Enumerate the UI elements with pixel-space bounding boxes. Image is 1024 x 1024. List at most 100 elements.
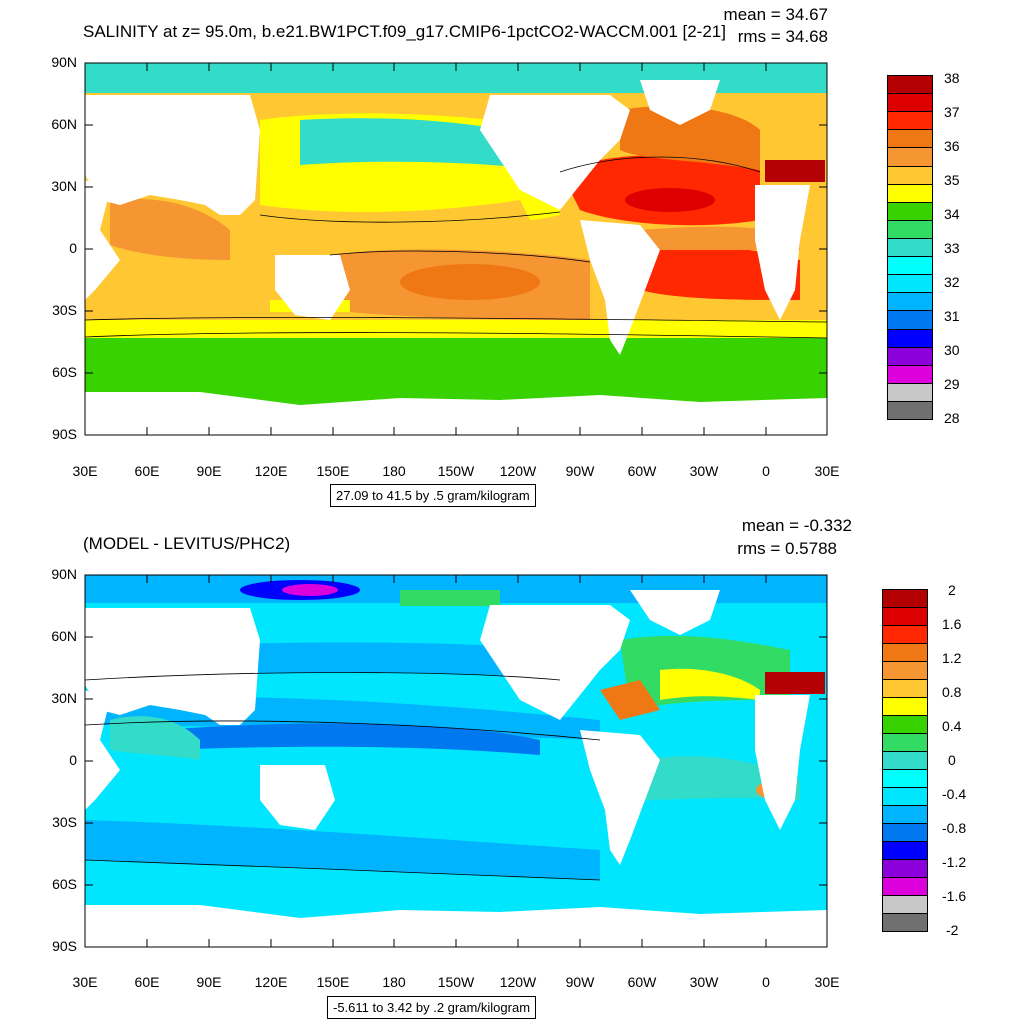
colorbar-swatch — [888, 238, 932, 258]
panel1-ticks — [84, 62, 828, 436]
panel1-lat-30s: 30S — [52, 302, 77, 318]
panel1-colorbar-label: 33 — [944, 240, 960, 256]
panel2-lon-label: 90E — [196, 974, 222, 990]
panel2-mean: mean = -0.332 — [741, 516, 852, 535]
colorbar-swatch — [883, 662, 927, 680]
panel2-lon-label: 30E — [814, 974, 840, 990]
colorbar-swatch — [883, 824, 927, 842]
panel2-colorbar — [882, 589, 928, 932]
colorbar-swatch — [888, 148, 932, 167]
colorbar-swatch — [883, 788, 927, 806]
panel2-colorbar-label: 1.6 — [942, 616, 962, 632]
panel1-colorbar — [887, 75, 933, 420]
colorbar-swatch — [888, 112, 932, 131]
panel2-lon-label: 150E — [316, 974, 350, 990]
panel1-ocean-field — [85, 63, 827, 435]
panel1-lat-60s: 60S — [52, 364, 77, 380]
panel1-colorbar-label: 36 — [944, 138, 960, 154]
panel2-title: (MODEL - LEVITUS/PHC2) — [83, 534, 291, 553]
panel2-colorbar-label: 0.8 — [942, 684, 962, 700]
panel2-colorbar-label: 2 — [948, 582, 956, 598]
panel2-colorbar-label: -1.6 — [942, 888, 967, 904]
panel2-lon-label: 60W — [627, 974, 657, 990]
panel1-mean: mean = 34.67 — [723, 5, 828, 24]
panel1-colorbar-label: 29 — [944, 376, 960, 392]
panel2-lon-label: 120E — [254, 974, 288, 990]
colorbar-swatch — [888, 166, 932, 185]
colorbar-swatch — [883, 860, 927, 878]
panel2-colorbar-label: -0.4 — [942, 786, 967, 802]
panel2-colorbar-label: -1.2 — [942, 854, 967, 870]
panel1-lon-label: 30E — [814, 463, 840, 479]
panel2-lat-90s: 90S — [52, 938, 77, 954]
panel2-lat-30n: 30N — [51, 690, 77, 706]
panel2-lon-label: 60E — [134, 974, 160, 990]
panel2-lon-label: 30E — [72, 974, 98, 990]
colorbar-swatch — [883, 806, 927, 824]
panel2-lon-label: 30W — [689, 974, 719, 990]
panel1-lat-30n: 30N — [51, 178, 77, 194]
panel1-lon-label: 150W — [437, 463, 475, 479]
colorbar-swatch — [888, 383, 932, 402]
panel2-colorbar-label: 0.4 — [942, 718, 962, 734]
colorbar-swatch — [888, 184, 932, 203]
colorbar-swatch — [883, 644, 927, 662]
panel2-ticks — [85, 575, 827, 947]
colorbar-swatch — [888, 311, 932, 330]
colorbar-swatch — [888, 365, 932, 384]
panel1-lon-label: 30W — [689, 463, 719, 479]
colorbar-swatch — [888, 257, 932, 276]
colorbar-swatch — [883, 914, 927, 931]
colorbar-swatch — [888, 220, 932, 239]
colorbar-swatch — [888, 130, 932, 149]
colorbar-swatch — [888, 94, 932, 113]
panel2-lon-label: 180 — [382, 974, 406, 990]
panel1-lat-90n: 90N — [51, 54, 77, 70]
panel2-colorbar-label: 1.2 — [942, 650, 962, 666]
colorbar-swatch — [883, 878, 927, 896]
panel1-colorbar-label: 37 — [944, 104, 960, 120]
panel2-lat-60s: 60S — [52, 876, 77, 892]
panel1-lon-label: 60W — [627, 463, 657, 479]
panel1-colorbar-label: 31 — [944, 308, 960, 324]
colorbar-swatch — [888, 329, 932, 348]
panel2-colorbar-label: -2 — [946, 922, 959, 938]
colorbar-swatch — [883, 590, 927, 608]
panel2-range-label: -5.611 to 3.42 by .2 gram/kilogram — [327, 996, 537, 1019]
colorbar-swatch — [883, 716, 927, 734]
panel2-rms: rms = 0.5788 — [737, 539, 837, 558]
colorbar-swatch — [888, 293, 932, 312]
colorbar-swatch — [883, 842, 927, 860]
panel1-lon-label: 90W — [565, 463, 595, 479]
panel1-colorbar-label: 35 — [944, 172, 960, 188]
panel1-lon-label: 0 — [762, 463, 770, 479]
colorbar-swatch — [883, 608, 927, 626]
panel2-lat-60n: 60N — [51, 628, 77, 644]
panel1-lon-label: 60E — [134, 463, 160, 479]
panel1-lat-90s: 90S — [52, 426, 77, 442]
panel2-lon-label: 150W — [437, 974, 475, 990]
panel1-colorbar-label: 28 — [944, 410, 960, 426]
colorbar-swatch — [883, 734, 927, 752]
panel2-lat-0: 0 — [69, 752, 77, 768]
panel1-lon-label: 120E — [254, 463, 288, 479]
panel1-colorbar-label: 34 — [944, 206, 960, 222]
panel1-colorbar-label: 32 — [944, 274, 960, 290]
panel1-lon-label: 90E — [196, 463, 222, 479]
colorbar-swatch — [883, 626, 927, 644]
panel2-lon-label: 90W — [565, 974, 595, 990]
panel1-lon-label: 120W — [499, 463, 537, 479]
panel1-lon-label: 150E — [316, 463, 350, 479]
colorbar-swatch — [883, 896, 927, 914]
colorbar-swatch — [888, 76, 932, 95]
panel1-colorbar-label: 38 — [944, 70, 960, 86]
panel1-lat-0: 0 — [69, 240, 77, 256]
panel1-lon-label: 180 — [382, 463, 406, 479]
panel2-lat-30s: 30S — [52, 814, 77, 830]
colorbar-swatch — [888, 275, 932, 294]
colorbar-swatch — [883, 770, 927, 788]
panel1-colorbar-label: 30 — [944, 342, 960, 358]
colorbar-swatch — [888, 347, 932, 366]
